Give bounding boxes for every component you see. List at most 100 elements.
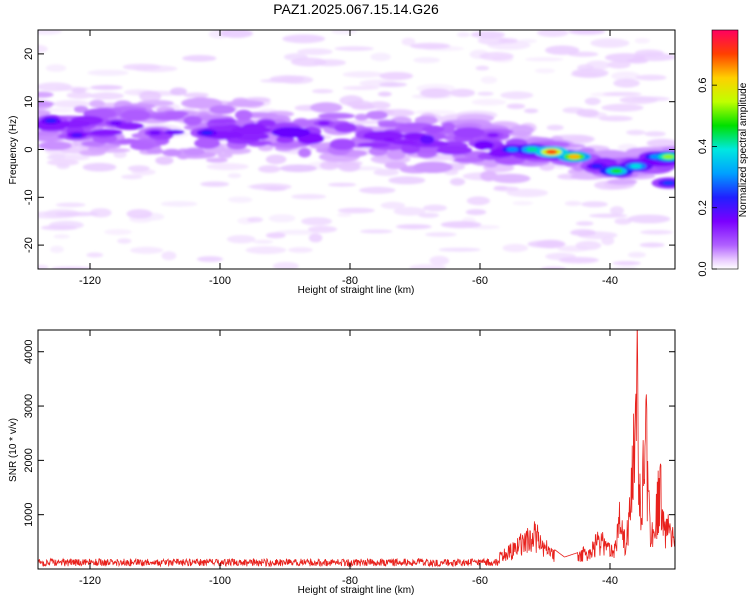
spectrogram-cell [500,91,534,100]
spectrogram-cell [558,257,599,264]
spectrogram-cell [440,221,482,229]
spectrogram-cell [38,109,51,117]
spectrogram-cell [201,130,213,135]
spectrogram-cell [429,255,450,266]
spectrogram-cell [576,109,599,117]
spectrogram-cell [536,239,565,249]
spectrogram-cell [104,229,132,235]
spectrogram-cell [86,252,104,258]
spectrogram-cell [155,156,174,165]
spectrogram-cell [359,186,396,194]
snr-frame [37,329,676,570]
spectrogram-cell [252,239,274,244]
colorbar-label: Normalized spectral amplitude [738,82,749,217]
spectrogram-cell [263,186,287,192]
spectrogram-cell [591,164,603,169]
spectrogram-cell [568,30,606,35]
spectrogram-x-tick-label: -120 [79,275,101,287]
spectrogram-cell [45,118,57,124]
spectrogram-cell [288,247,313,253]
spectrogram-cell [662,154,675,159]
snr-x-tick-label: -100 [209,575,231,587]
spectrogram-cell [575,221,594,226]
spectrogram-cell [590,38,630,48]
spectrogram-cell [465,209,487,216]
spectrogram-cell [568,154,581,159]
spectrogram-cell [612,261,641,266]
spectrogram-cell [89,92,124,100]
spectrogram-cell [420,88,451,98]
spectrogram-cell [473,140,494,150]
spectrogram-cell [626,58,648,64]
spectrogram-cell [506,188,548,198]
spectrogram-cell [82,162,117,172]
spectrogram-cell [342,86,379,90]
spectrogram-cell [409,264,447,269]
spectrogram-cell [115,122,145,130]
spectrogram-cell [226,235,256,244]
spectrogram-cell [291,194,327,200]
spectrogram-cell [607,60,631,69]
spectrogram-cell [46,159,79,166]
spectrogram-cell [38,264,49,269]
spectrogram-cell [646,138,675,148]
spectrogram-cell [247,217,263,223]
spectrogram-cell [50,245,64,253]
spectrogram-cell [298,147,312,158]
spectrogram-cell [393,207,426,216]
spectrogram-cell [611,266,638,269]
spectrogram-cell [38,141,72,151]
spectrogram-cell [601,103,644,112]
spectrogram-cell [370,52,391,62]
spectrogram-cell [418,212,440,218]
spectrogram-cell [453,127,485,139]
spectrogram-cell [487,133,499,138]
spectrogram-cell [90,129,123,136]
spectrogram-cell [127,165,150,172]
colorbar-ticks: 0.0 0.2 0.4 0.6 [697,78,717,277]
snr-y-axis-label: SNR (10 * v/v) [8,418,19,482]
spectrogram-cell [331,30,358,35]
spectrogram-cell [245,246,287,255]
spectrogram-cell [506,147,519,152]
spectrogram-cell [318,112,355,119]
spectrogram-cell [483,161,498,168]
spectrogram-cell [524,57,564,62]
spectrogram-cell [570,229,596,236]
spectrogram-cell [640,230,673,235]
spectrogram-cell [272,261,299,269]
spectrogram-cell [425,232,457,237]
spectrogram-cell [221,147,252,155]
spectrogram-cell [363,130,405,142]
spectrogram-cell [296,119,319,127]
spectrogram-cell [312,89,334,94]
spectrogram-cell [607,178,638,185]
spectrogram-cell [337,207,375,214]
snr-y-ticks: 1000 2000 3000 4000 [23,339,675,527]
spectrogram-cell [38,82,72,92]
spectrogram-cell [55,202,86,208]
spectrogram-cell [38,100,55,107]
spectrogram-cell [146,148,164,155]
spectrogram-cell [534,68,556,74]
spectrogram-cell [598,115,633,122]
figure-title: PAZ1.2025.067.15.14.G26 [273,1,439,17]
spectrogram-cell [409,42,451,50]
spectrogram-cell [182,55,217,62]
spectrogram-cell [122,63,161,71]
spectrogram-cell [626,129,646,136]
spectrogram-cell [383,137,395,143]
spectrogram-cell [235,109,253,121]
spectrogram-cell [329,138,356,150]
spectrogram-x-tick-label: -80 [342,275,358,287]
spectrogram-cell [348,120,383,125]
spectrogram-cell [38,30,62,35]
spectrogram-cell [334,123,357,133]
spectrogram-cell [110,121,122,126]
spectrogram-cell [420,134,435,145]
spectrogram-cell [449,178,466,186]
spectrogram-cell [423,204,447,212]
spectrogram-cell [379,82,407,87]
spectrogram-cell [494,185,508,190]
spectrogram-cell [227,173,242,179]
